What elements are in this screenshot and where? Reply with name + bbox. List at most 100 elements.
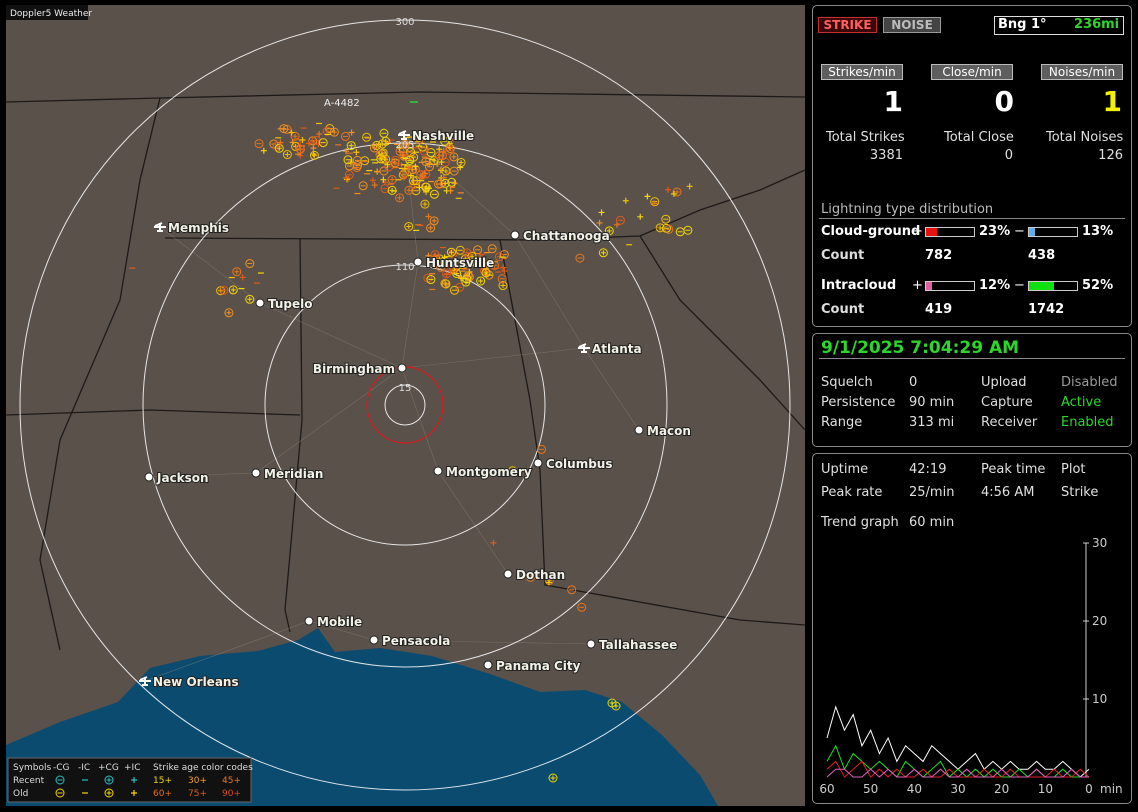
strike-marker — [406, 224, 412, 230]
strike-marker — [309, 150, 319, 160]
strike-marker — [426, 275, 436, 285]
bearing-box — [994, 16, 1124, 35]
strike-marker — [371, 145, 377, 151]
city-label: Macon — [647, 424, 691, 438]
strike-marker — [437, 153, 443, 159]
strike-marker — [397, 195, 403, 201]
strike-marker — [548, 773, 558, 783]
ring-label: 205 — [395, 140, 414, 151]
stats-box — [812, 5, 1132, 327]
strike-marker — [405, 155, 415, 165]
cities: Nashville Memphis Chattanooga Huntsville Tup… — [139, 128, 692, 690]
strike-marker — [442, 280, 448, 286]
strike-marker — [305, 140, 312, 147]
strike-marker — [665, 186, 672, 193]
state-borders — [6, 91, 805, 651]
city-label: Columbus — [546, 457, 613, 471]
strike-marker — [106, 790, 112, 796]
dist-text: 782 — [925, 248, 953, 263]
strike-marker — [383, 156, 389, 162]
strike-marker — [371, 182, 378, 189]
strike-marker — [228, 285, 238, 295]
dist-text: + — [912, 278, 923, 293]
strike-marker — [674, 189, 680, 195]
strike-marker — [449, 285, 459, 295]
legend-type: -IC — [78, 763, 90, 773]
info-text: 313 mi — [909, 415, 955, 430]
city-dot — [586, 639, 596, 649]
strike-marker — [226, 310, 232, 316]
strike-marker — [500, 283, 506, 289]
strike-marker — [348, 143, 354, 149]
info-text: Peak rate — [821, 485, 883, 500]
tab-strike[interactable]: STRIKE — [818, 17, 877, 33]
strike-marker — [498, 281, 508, 291]
strike-marker — [637, 213, 644, 220]
strike-marker — [55, 788, 65, 798]
strike-marker — [490, 539, 497, 546]
legend-type: +IC — [124, 763, 140, 773]
city-label: Tallahassee — [599, 638, 677, 652]
strike-marker — [596, 219, 603, 226]
strike-marker — [260, 147, 267, 154]
dist-text: Intracloud — [821, 278, 897, 293]
strike-marker — [434, 179, 444, 189]
divider — [819, 358, 1125, 359]
strike-marker — [425, 252, 432, 259]
strike-marker — [451, 154, 457, 160]
strike-marker — [352, 155, 362, 165]
strike-marker — [455, 282, 465, 292]
strike-marker — [247, 296, 253, 302]
strike-marker — [440, 278, 450, 288]
ring-labels: 300 205 110 15 — [395, 17, 414, 394]
city-label: Dothan — [516, 568, 565, 582]
city-dot — [397, 363, 407, 373]
rate-label: Close/min — [931, 64, 1013, 80]
dist-title: Lightning type distribution — [821, 202, 994, 217]
strike-marker — [442, 180, 448, 186]
strike-marker — [329, 127, 339, 137]
strike-marker — [400, 174, 407, 181]
city-dot — [369, 635, 379, 645]
strike-marker — [451, 264, 457, 270]
strike-marker — [527, 574, 533, 580]
strike-marker — [401, 153, 407, 159]
strike-marker — [449, 262, 459, 272]
strike-marker — [611, 701, 621, 711]
strike-marker — [416, 170, 426, 180]
info-text: Squelch — [821, 375, 873, 390]
strike-marker — [449, 152, 459, 162]
strike-marker — [438, 166, 445, 173]
strike-marker — [537, 444, 547, 454]
dist-text: − — [1014, 278, 1025, 293]
info-text: Range — [821, 415, 863, 430]
dist-text: Count — [821, 302, 865, 317]
total-value: 3381 — [869, 148, 903, 163]
strike-marker — [106, 777, 112, 783]
strike-marker — [369, 143, 379, 153]
status-box — [812, 333, 1132, 447]
strike-marker — [315, 141, 322, 148]
strike-marker — [290, 131, 300, 141]
strike-marker — [55, 775, 65, 785]
strike-marker — [446, 247, 456, 257]
tab-noise[interactable]: NOISE — [883, 17, 941, 33]
strike-marker — [670, 190, 677, 197]
dist-text: 12% — [979, 278, 1011, 293]
strike-marker — [316, 131, 323, 138]
city-label: Mobile — [317, 615, 362, 629]
strike-marker — [577, 602, 587, 612]
dist-text: 419 — [925, 302, 953, 317]
strike-marker — [469, 253, 475, 259]
strike-marker — [389, 187, 395, 193]
pct-bar — [925, 281, 975, 291]
rate-label: Noises/min — [1041, 64, 1123, 80]
rate-value: 1 — [883, 85, 903, 118]
strike-marker — [221, 287, 227, 293]
strike-marker — [458, 159, 464, 165]
city-dot — [144, 472, 154, 482]
strike-marker — [420, 199, 430, 209]
strike-marker — [288, 129, 295, 136]
strike-marker — [462, 248, 472, 258]
